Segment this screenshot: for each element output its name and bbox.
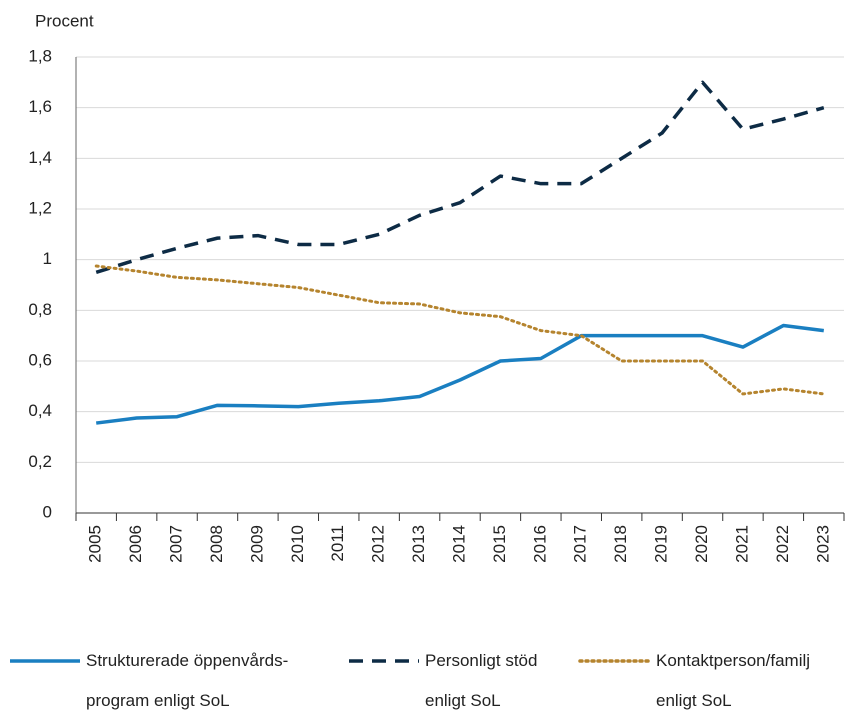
x-tick-label: 2023 [813, 525, 832, 563]
y-tick-label: 1,6 [28, 97, 52, 116]
y-axis-label: Procent [35, 11, 94, 30]
y-tick-label: 1,4 [28, 148, 52, 167]
y-tick-label: 0,6 [28, 350, 52, 369]
y-tick-label: 1,2 [28, 198, 52, 217]
x-tick-label: 2016 [530, 525, 549, 563]
x-tick-label: 2019 [652, 525, 671, 563]
series-line [95, 323, 825, 425]
series-line [95, 80, 825, 275]
x-tick-label: 2020 [692, 525, 711, 563]
y-tick-label: 0,8 [28, 300, 52, 319]
x-tick-label: 2007 [167, 525, 186, 563]
x-tick-label: 2010 [288, 525, 307, 563]
legend-label: Personligt stöd enligt SoL [425, 651, 538, 710]
x-tick-label: 2021 [732, 525, 751, 563]
x-tick-label: 2011 [328, 525, 347, 562]
x-tick-label: 2017 [571, 525, 590, 563]
x-tick-label: 2009 [247, 525, 266, 563]
legend-label: Kontaktperson/familj enligt SoL [656, 651, 811, 710]
y-tick-label: 0,4 [28, 401, 52, 420]
x-tick-label: 2005 [86, 525, 105, 563]
x-tick-label: 2013 [409, 525, 428, 563]
legend-label: Strukturerade öppenvårds-program enligt … [86, 651, 289, 710]
y-tick-label: 1 [43, 249, 52, 268]
y-tick-label: 0,2 [28, 452, 52, 471]
y-tick-label: 1,8 [28, 46, 52, 65]
y-tick-label: 0 [43, 502, 52, 521]
x-tick-label: 2015 [490, 525, 509, 563]
x-tick-label: 2014 [449, 525, 468, 563]
x-tick-label: 2018 [611, 525, 630, 563]
x-tick-label: 2022 [773, 525, 792, 563]
x-tick-label: 2006 [126, 525, 145, 563]
x-tick-label: 2008 [207, 525, 226, 563]
series-line [94, 264, 826, 396]
x-tick-label: 2012 [369, 525, 388, 563]
